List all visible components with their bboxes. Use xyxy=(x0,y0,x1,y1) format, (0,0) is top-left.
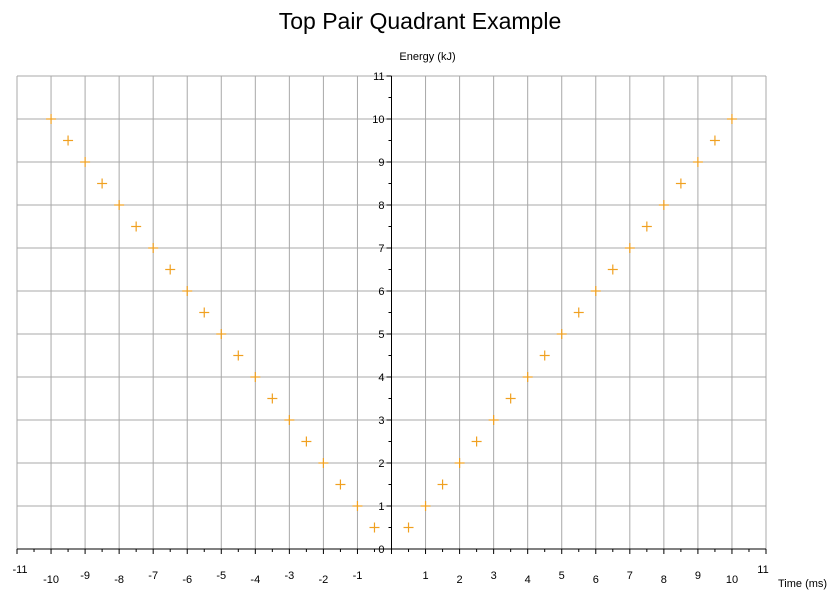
x-tick-label: 4 xyxy=(525,574,531,586)
x-axis-title: Time (ms) xyxy=(778,578,827,590)
x-tick-label: -4 xyxy=(250,574,260,586)
chart-title: Top Pair Quadrant Example xyxy=(278,8,562,34)
y-tick-label: 6 xyxy=(378,286,384,298)
x-tick-label: 7 xyxy=(627,570,633,582)
data-point xyxy=(182,286,193,296)
data-point xyxy=(216,329,227,339)
data-point xyxy=(607,264,618,275)
data-point xyxy=(624,243,635,253)
x-tick-label: -1 xyxy=(353,570,363,582)
y-axis-title: Energy (kJ) xyxy=(399,51,455,63)
x-tick-label: -2 xyxy=(319,574,329,586)
x-tick-label: -5 xyxy=(216,570,226,582)
y-tick-label: 5 xyxy=(378,329,384,341)
y-tick-label: 3 xyxy=(378,415,384,427)
data-point xyxy=(63,135,74,146)
data-point xyxy=(522,372,533,382)
x-tick-label: 5 xyxy=(559,570,565,582)
x-tick-label: -6 xyxy=(182,574,192,586)
data-point xyxy=(318,458,329,468)
x-tick-label: 11 xyxy=(757,564,768,576)
data-point xyxy=(726,114,737,124)
data-point xyxy=(199,307,210,318)
data-point xyxy=(165,264,176,275)
x-tick-label: 9 xyxy=(695,570,701,582)
y-tick-label: 10 xyxy=(372,114,384,126)
y-tick-label: 8 xyxy=(378,200,384,212)
y-tick-label: 4 xyxy=(378,372,384,384)
data-point xyxy=(641,221,652,232)
y-tick-label: 2 xyxy=(378,458,384,470)
data-point xyxy=(335,479,346,490)
x-tick-label: 1 xyxy=(422,570,428,582)
x-tick-label: 10 xyxy=(726,574,738,586)
data-point xyxy=(148,243,159,253)
y-tick-label: 1 xyxy=(378,501,384,513)
data-point xyxy=(284,415,295,425)
x-tick-label: 8 xyxy=(661,574,667,586)
y-tick-label: 9 xyxy=(378,157,384,169)
y-tick-label: 0 xyxy=(378,544,384,556)
x-tick-label: -7 xyxy=(148,570,158,582)
data-point xyxy=(420,501,431,511)
data-point xyxy=(709,135,720,146)
data-point xyxy=(488,415,499,425)
x-tick-label: 2 xyxy=(457,574,463,586)
data-point xyxy=(471,436,482,447)
y-tick-label: 7 xyxy=(378,243,384,255)
data-point xyxy=(114,200,125,210)
data-point xyxy=(267,393,278,404)
x-tick-label: -11 xyxy=(12,564,27,576)
data-point xyxy=(437,479,448,490)
x-tick-label: -9 xyxy=(80,570,90,582)
x-tick-label: 3 xyxy=(491,570,497,582)
data-point xyxy=(301,436,312,447)
tick-layer: -11-10 -9 -8 -7 -6 -5 -4 -3 -2 -1 1 2 3 4 5 6 7 8 9 1011123… xyxy=(12,71,768,586)
data-point xyxy=(250,372,261,382)
data-point xyxy=(454,458,465,468)
data-point xyxy=(131,221,142,232)
data-point xyxy=(658,200,669,210)
data-point xyxy=(233,350,244,361)
data-point xyxy=(352,501,363,511)
data-point xyxy=(369,522,380,533)
data-point xyxy=(556,329,567,339)
x-tick-label: 6 xyxy=(593,574,599,586)
marker-layer xyxy=(46,114,737,533)
data-point xyxy=(692,157,703,167)
data-point xyxy=(573,307,584,318)
y-tick-label: 11 xyxy=(373,71,384,83)
data-point xyxy=(675,178,686,189)
data-point xyxy=(590,286,601,296)
x-tick-label: -10 xyxy=(43,574,59,586)
data-point xyxy=(97,178,108,189)
data-point xyxy=(80,157,91,167)
data-point xyxy=(539,350,550,361)
x-tick-label: -3 xyxy=(284,570,294,582)
data-point xyxy=(403,522,414,533)
x-tick-label: -8 xyxy=(114,574,124,586)
data-point xyxy=(505,393,516,404)
data-point xyxy=(46,114,57,124)
